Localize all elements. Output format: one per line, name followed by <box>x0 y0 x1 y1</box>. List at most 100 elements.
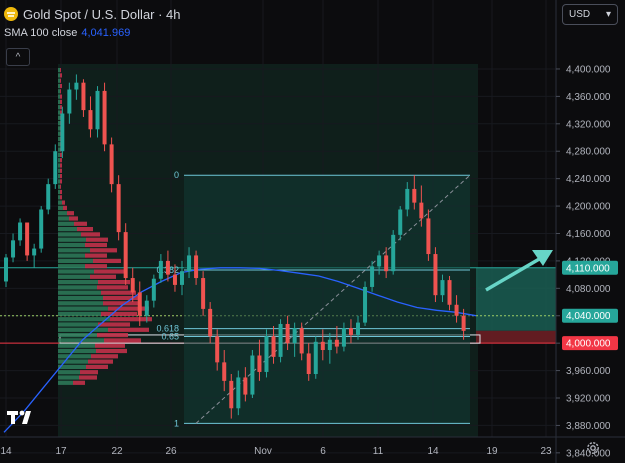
candle-body <box>4 257 8 282</box>
volume-profile-bar-down <box>73 380 85 385</box>
volume-profile-bar-up <box>58 110 60 115</box>
candle-body <box>370 266 375 287</box>
volume-profile-bar-up <box>58 83 60 89</box>
candle-body <box>151 278 156 301</box>
volume-profile-bar-down <box>110 317 152 322</box>
volume-profile-bar-down <box>60 179 62 184</box>
volume-profile-bar-down <box>103 301 139 306</box>
candle-body <box>440 280 445 296</box>
volume-profile-bar-up <box>58 317 110 322</box>
candle-body <box>299 328 304 354</box>
candle-body <box>292 328 297 344</box>
sma-label: SMA 100 close <box>4 27 78 39</box>
candle-body <box>250 355 255 395</box>
volume-profile-bar-down <box>60 99 62 104</box>
volume-profile-bar-up <box>58 285 97 290</box>
volume-profile-bar-up <box>58 311 101 316</box>
sma-100-line <box>3 267 477 433</box>
volume-profile-bar-up <box>58 242 85 248</box>
candle-body <box>74 82 79 90</box>
volume-profile-bar-down <box>101 311 137 316</box>
volume-profile-bar-down <box>86 237 108 242</box>
volume-profile-bar-down <box>69 216 78 221</box>
volume-profile-bar-up <box>58 348 96 354</box>
volume-profile-bar-up <box>58 99 60 104</box>
volume-profile-bar-down <box>103 295 140 301</box>
volume-profile-bar-down <box>60 68 61 73</box>
price-label-text: 4,000.000 <box>566 339 611 350</box>
volume-profile-bar-up <box>58 168 60 173</box>
currency-select[interactable]: USD ▾ <box>562 4 618 25</box>
volume-profile-bar-up <box>58 147 60 152</box>
volume-profile-bar-down <box>93 258 121 263</box>
volume-profile-bar-down <box>101 290 136 295</box>
candle-body <box>327 339 332 351</box>
candle-body <box>398 209 403 235</box>
volume-profile-bar-down <box>94 269 124 274</box>
volume-profile-bar-down <box>62 200 65 205</box>
candle-body <box>95 90 100 130</box>
collapse-legend-button[interactable]: ^ <box>6 48 30 66</box>
candle-body <box>187 255 192 272</box>
volume-profile-bar-down <box>60 158 62 163</box>
volume-profile-bar-down <box>79 375 97 380</box>
candle-body <box>229 380 234 409</box>
volume-profile-bar-up <box>58 375 79 380</box>
volume-profile-bar-down <box>108 306 149 311</box>
x-tick-label: 22 <box>111 446 123 457</box>
volume-profile-bar-down <box>90 274 116 279</box>
volume-profile-bar-up <box>58 322 98 327</box>
candle-body <box>320 341 325 351</box>
volume-profile-bar-up <box>58 232 81 237</box>
volume-profile-bar-up <box>58 184 60 189</box>
y-tick-label: 4,360.000 <box>566 92 611 103</box>
volume-profile-bar-up <box>58 380 73 385</box>
candle-body <box>426 218 431 255</box>
volume-profile-bar-up <box>58 211 67 216</box>
volume-profile-bar-up <box>58 126 60 131</box>
x-tick-label: 11 <box>373 446 384 457</box>
x-tick-label: 26 <box>165 446 177 457</box>
y-tick-label: 4,240.000 <box>566 174 611 185</box>
volume-profile-bar-up <box>58 253 85 258</box>
volume-profile-bar-up <box>58 152 60 157</box>
volume-profile-bar-down <box>98 322 130 327</box>
x-tick-label: 17 <box>55 446 67 457</box>
candle-body <box>271 336 276 357</box>
stop-zone <box>476 330 556 344</box>
symbol-title[interactable]: Gold Spot / U.S. Dollar · 4h <box>23 6 181 22</box>
volume-profile-bar-down <box>80 370 98 375</box>
volume-profile-bar-down <box>91 354 118 359</box>
volume-profile-bar-down <box>60 152 62 157</box>
candle-body <box>341 328 346 347</box>
volume-profile-bar-up <box>58 364 86 369</box>
volume-profile-bar-up <box>58 237 86 242</box>
y-tick-label: 4,400.000 <box>566 64 611 75</box>
volume-profile-bar-down <box>60 184 61 189</box>
candle-body <box>53 151 58 185</box>
candle-body <box>236 377 241 409</box>
volume-profile-bar-up <box>58 227 77 232</box>
candle-body <box>201 278 206 309</box>
gear-icon[interactable] <box>586 441 600 455</box>
volume-profile-bar-down <box>86 364 108 369</box>
volume-profile-bar-down <box>60 78 61 83</box>
projection-arrow <box>485 256 542 292</box>
volume-profile-bar-down <box>96 348 127 354</box>
y-tick-label: 3,840.000 <box>566 448 611 459</box>
volume-profile-bar-down <box>85 242 107 248</box>
volume-profile-bar-up <box>58 105 60 110</box>
candle-body <box>264 336 269 372</box>
volume-profile-bar-down <box>60 163 62 168</box>
volume-profile-bar-up <box>58 94 60 99</box>
chart-header: Gold Spot / U.S. Dollar · 4h <box>4 6 181 22</box>
volume-profile-bar-up <box>58 338 104 343</box>
volume-profile-bar-up <box>58 89 60 94</box>
sma-legend[interactable]: SMA 100 close 4,041.969 <box>4 27 130 39</box>
y-tick-label: 3,880.000 <box>566 421 611 432</box>
volume-profile-bar-up <box>58 327 108 332</box>
price-label-box <box>562 336 618 351</box>
candle-body <box>285 323 290 344</box>
price-label-box <box>562 308 618 323</box>
